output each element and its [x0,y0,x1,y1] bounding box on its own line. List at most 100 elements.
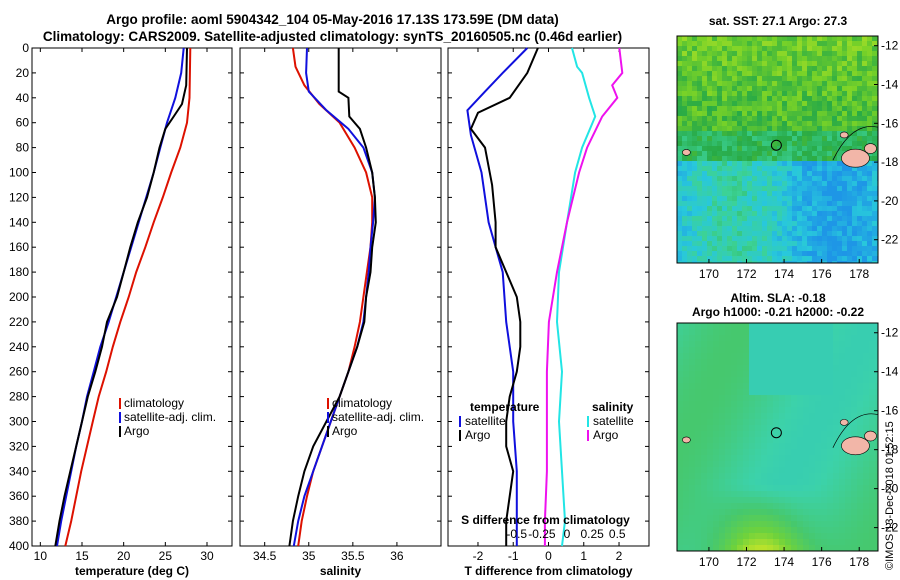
sla_map-cell [773,383,779,389]
sst_map-cell [727,261,732,263]
sst_map-cell [782,141,787,146]
sst_map-cell [687,181,692,186]
sla_map-cell [857,377,863,383]
sst_map-cell [807,91,812,96]
sla_map-cell [725,449,731,455]
sst_map-cell [707,61,712,66]
sla_map-cell [773,401,779,407]
sla_map-cell [761,425,767,431]
sst_map-cell [757,206,762,211]
sst_map-cell [682,191,687,196]
sst_map-cell [732,111,737,116]
sla_map-cell [809,407,815,413]
sst_map-cell [862,36,867,41]
sst_map-cell [827,131,832,136]
sla_map-cell [677,539,683,545]
sst_map-cell [847,71,852,76]
sla_map-cell [863,347,869,353]
sla_map-cell [815,407,821,413]
sla_map-cell [743,443,749,449]
sla_map-cell [719,413,725,419]
sst_map-cell [707,196,712,201]
sla_map-cell [761,497,767,503]
sst_map-cell [797,136,802,141]
sst_map-cell [802,116,807,121]
sst_map-cell [747,86,752,91]
sst_map-cell [682,171,687,176]
sla_map-cell [695,473,701,479]
sla_map-cell [761,467,767,473]
sla_map-cell [731,413,737,419]
sst_map-cell [687,161,692,166]
sst_map-cell [757,131,762,136]
sla_map-cell [731,461,737,467]
sst_map-cell [737,221,742,226]
sla_map-cell [743,545,749,551]
sst_map-cell [702,36,707,41]
sla_map-cell [845,329,851,335]
sst_map-cell [702,56,707,61]
sst_map-cell [777,181,782,186]
sla_map-cell [707,329,713,335]
sst_map-cell [802,241,807,246]
sst_map-cell [697,151,702,156]
sla_map-cell [797,407,803,413]
sst_map-cell [707,46,712,51]
sst_map-cell [822,71,827,76]
sst_map-cell [742,51,747,56]
sst_map-cell [807,131,812,136]
sla_map-cell [875,491,878,497]
sla_map-cell [821,323,827,329]
sla_map-cell [875,359,878,365]
sst_map-cell [802,121,807,126]
sst_map-cell [692,216,697,221]
sla_map-cell [851,419,857,425]
sla_map-cell [875,503,878,509]
sst_map-cell [737,201,742,206]
sla_map-cell [719,467,725,473]
sst_map-cell [787,221,792,226]
sst_map-cell [742,221,747,226]
sst_map-cell [747,101,752,106]
sst_map-cell [687,91,692,96]
sla_map-cell [677,335,683,341]
sla_map-cell [719,407,725,413]
sst_map-cell [717,146,722,151]
sst_map-cell [747,56,752,61]
sla_map-cell [713,347,719,353]
sla_map-cell [749,485,755,491]
sst_map-cell [707,136,712,141]
sla_map-cell [701,395,707,401]
sst_map-cell [797,231,802,236]
sst_map-cell [787,121,792,126]
sla_map-cell [809,449,815,455]
sst_map-cell [787,81,792,86]
sst_map-cell [697,56,702,61]
sst_map-cell [772,196,777,201]
sst_map-cell [727,66,732,71]
sla_map-cell [677,419,683,425]
sla_map-cell [737,329,743,335]
sla_map-cell [749,533,755,539]
sla_map-cell [725,323,731,329]
sla_map-cell [719,353,725,359]
sla_map-cell [791,419,797,425]
sla_map-cell [851,473,857,479]
sst_map-cell [852,46,857,51]
sst_map-cell [717,251,722,256]
sst_map-cell [787,196,792,201]
sst_map-cell [717,46,722,51]
sla_map-cell [785,455,791,461]
sla_map-cell [761,515,767,521]
sla_map-cell [857,347,863,353]
sst_map-cell [827,56,832,61]
sla_map-cell [827,395,833,401]
sst_map-cell [742,41,747,46]
sla_map-cell [809,491,815,497]
sla_map-cell [785,413,791,419]
sla_map-cell [869,443,875,449]
sst_map-cell [692,131,697,136]
sla_map-cell [743,395,749,401]
sst_map-cell [712,116,717,121]
sla_map-cell [737,371,743,377]
